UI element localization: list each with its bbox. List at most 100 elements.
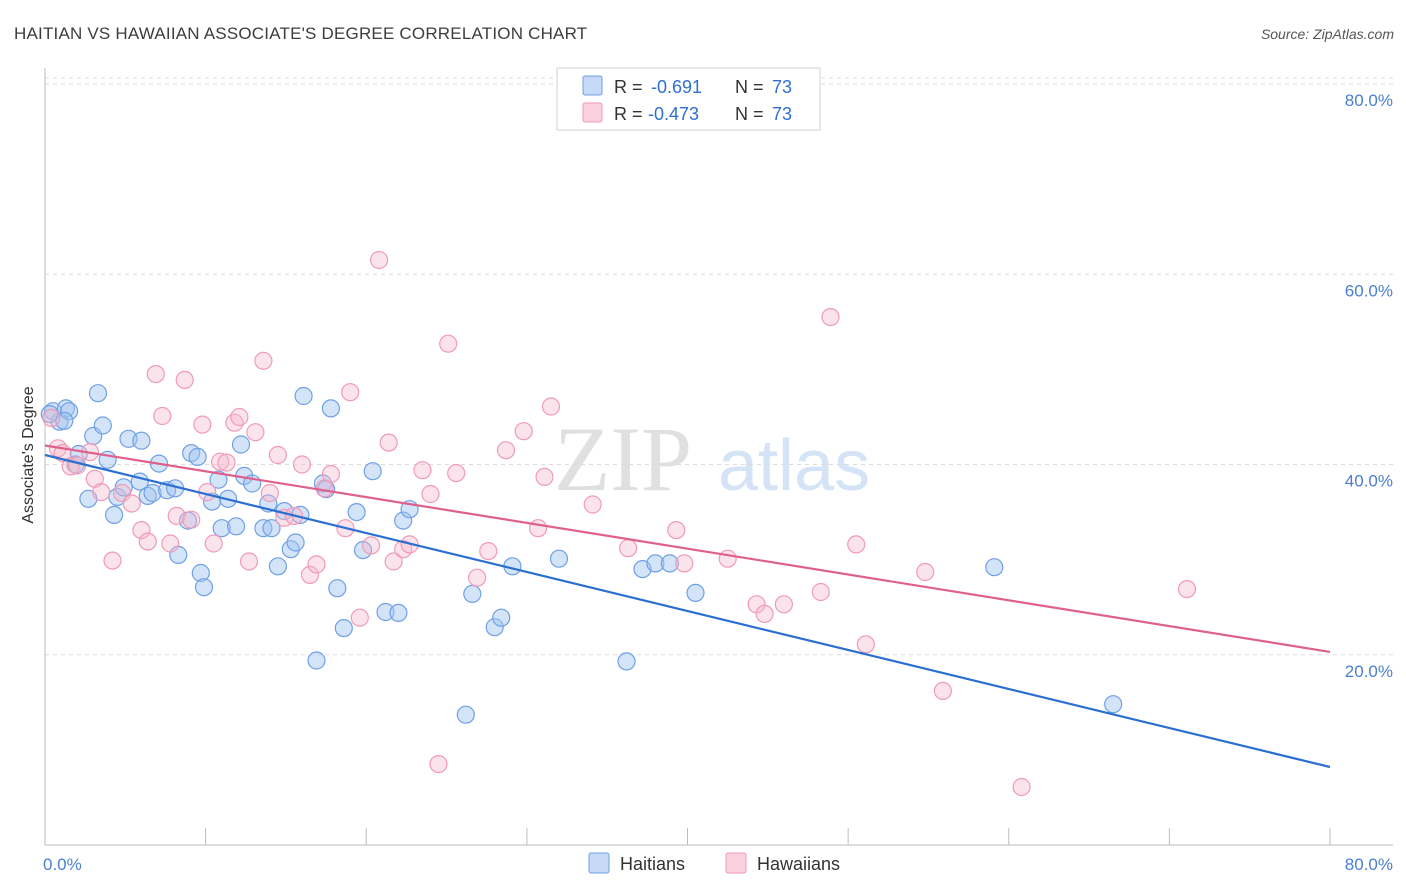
hawaiians-point-42: [370, 250, 389, 270]
hawaiians-point-51: [447, 464, 466, 483]
hawaiians-point-67: [811, 582, 830, 602]
hawaiians-point-29: [260, 483, 279, 503]
hawaiians-point-12: [138, 532, 157, 551]
hawaiians-point-22: [211, 452, 230, 471]
hawaiians-point-66: [774, 595, 794, 614]
hawaiians-point-10: [122, 494, 141, 513]
legend-n-label-haitians: N =: [735, 77, 764, 97]
legend-series-swatch-hawaiians[interactable]: [725, 852, 747, 874]
hawaiians-point-65: [755, 604, 774, 624]
series-haitians-points: [40, 384, 1123, 724]
haitians-point-17: [138, 486, 157, 505]
haitians-point-67: [660, 554, 679, 573]
trend-lines: [44, 444, 1331, 769]
hawaiians-point-19: [193, 415, 212, 434]
hawaiians-point-62: [675, 554, 694, 573]
hawaiians-point-73: [1012, 777, 1031, 797]
hawaiians-point-54: [496, 441, 516, 460]
hawaiians-point-50: [439, 334, 458, 353]
legend-series: Haitians Hawaiians: [588, 852, 840, 874]
hawaiians-point-25: [230, 407, 249, 427]
hawaiians-point-11: [132, 520, 151, 540]
haitians-point-48: [321, 399, 340, 418]
legend-r-value-haitians: -0.691: [651, 77, 702, 97]
hawaiians-point-27: [246, 423, 265, 442]
hawaiians-point-0: [42, 408, 61, 427]
hawaiians-point-58: [541, 397, 561, 416]
haitians-point-69: [985, 558, 1004, 577]
haitians-point-11: [104, 505, 124, 525]
hawaiians-point-70: [856, 635, 875, 654]
hawaiians-point-57: [535, 467, 554, 486]
hawaiians-point-37: [321, 464, 340, 484]
hawaiians-point-56: [528, 519, 548, 538]
haitians-point-38: [262, 519, 281, 538]
hawaiians-point-52: [468, 568, 487, 587]
x-tick-label-80: 80.0%: [1345, 855, 1393, 874]
legend-series-label-hawaiians[interactable]: Hawaiians: [757, 854, 840, 874]
hawaiians-point-8: [103, 551, 122, 570]
hawaiians-point-17: [175, 370, 194, 389]
haitians-point-56: [394, 511, 413, 530]
haitians-point-18: [143, 483, 162, 503]
chart-title: HAITIAN VS HAWAIIAN ASSOCIATE'S DEGREE C…: [14, 24, 587, 43]
hawaiians-point-63: [718, 549, 737, 568]
hawaiians-point-30: [268, 445, 287, 465]
haitians-point-61: [492, 608, 511, 627]
haitians-point-60: [485, 618, 504, 637]
haitians-point-50: [334, 618, 353, 638]
haitians-point-51: [347, 502, 366, 522]
hawaiians-point-14: [153, 406, 172, 426]
tick-labels: 20.0% 40.0% 60.0% 80.0% 0.0% 80.0%: [43, 91, 1393, 874]
hawaiians-point-69: [847, 535, 866, 554]
hawaiians-trend-line: [44, 444, 1331, 653]
haitians-point-27: [194, 578, 214, 597]
y-axis-title: Associate's Degree: [20, 386, 37, 523]
x-tick-label-0: 0.0%: [43, 855, 82, 874]
hawaiians-point-18: [182, 510, 201, 529]
legend-n-value-hawaiians: 73: [772, 104, 792, 124]
haitians-point-3: [59, 402, 79, 421]
hawaiians-point-44: [384, 552, 403, 571]
hawaiians-point-68: [821, 308, 840, 327]
hawaiians-point-13: [146, 365, 165, 384]
watermark-atlas: atlas: [718, 426, 870, 506]
hawaiians-point-33: [292, 455, 312, 474]
haitians-point-39: [268, 557, 287, 576]
hawaiians-point-48: [421, 484, 440, 504]
haitians-point-54: [376, 602, 395, 622]
legend-r-label-haitians: R =: [614, 77, 643, 97]
hawaiians-point-59: [583, 495, 602, 514]
legend-series-swatch-haitians[interactable]: [588, 852, 610, 874]
legend-series-label-haitians[interactable]: Haitians: [620, 854, 685, 874]
hawaiians-point-60: [618, 539, 638, 558]
legend-stats: R = -0.691 N = 73 R = -0.473 N = 73: [556, 67, 821, 131]
legend-n-value-haitians: 73: [772, 77, 792, 97]
source-label: Source: ZipAtlas.com: [1261, 26, 1394, 42]
hawaiians-point-26: [239, 552, 259, 571]
hawaiians-point-4: [67, 456, 87, 475]
hawaiians-point-40: [350, 608, 369, 627]
haitians-point-53: [363, 462, 382, 481]
hawaiians-point-23: [217, 453, 236, 472]
haitians-point-63: [549, 549, 569, 568]
haitians-point-44: [294, 386, 313, 406]
haitians-point-29: [209, 470, 228, 489]
legend-r-value-hawaiians: -0.473: [648, 104, 699, 124]
y-tick-label-80: 80.0%: [1345, 91, 1393, 110]
haitians-point-49: [328, 579, 347, 598]
haitians-point-32: [227, 517, 246, 536]
haitians-point-70: [1104, 695, 1123, 714]
haitians-point-26: [191, 563, 210, 583]
legend-swatch-haitians: [582, 75, 603, 96]
y-tick-label-40: 40.0%: [1345, 472, 1393, 491]
haitians-point-64: [617, 652, 636, 671]
hawaiians-point-61: [667, 520, 686, 540]
hawaiians-point-74: [1177, 579, 1197, 599]
haitians-point-66: [646, 554, 665, 573]
haitians-point-59: [463, 584, 482, 604]
hawaiians-point-39: [341, 383, 360, 402]
y-tick-label-20: 20.0%: [1345, 662, 1393, 681]
legend-r-label-hawaiians: R =: [614, 104, 643, 124]
